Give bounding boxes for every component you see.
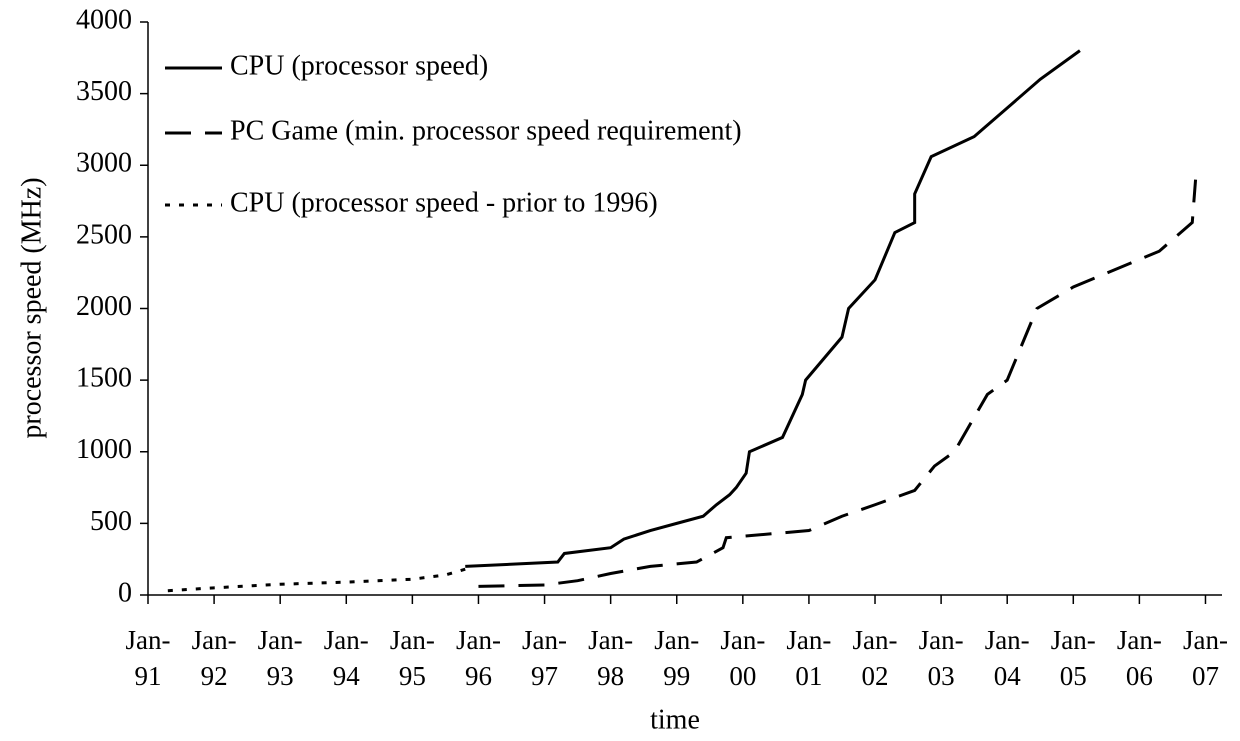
legend-label: CPU (processor speed): [230, 50, 488, 81]
y-tick-label: 3000: [76, 148, 132, 179]
x-tick-label: Jan-06: [1116, 625, 1162, 691]
x-tick-label: Jan-94: [323, 625, 369, 691]
y-tick-label: 1500: [76, 363, 132, 394]
x-tick-label: Jan-00: [720, 625, 766, 691]
y-tick-label: 1000: [76, 434, 132, 465]
series-line: [478, 179, 1198, 588]
x-tick-label: Jan-96: [455, 625, 501, 691]
y-tick-label: 2000: [76, 291, 132, 322]
x-tick-label: Jan-02: [852, 625, 898, 691]
x-tick-label: Jan-03: [918, 625, 964, 691]
x-tick-label: Jan-93: [257, 625, 303, 691]
x-tick-label: Jan-98: [588, 625, 634, 691]
x-tick-label: Jan-04: [984, 625, 1030, 691]
y-tick-label: 500: [90, 506, 132, 537]
series-line: [167, 567, 466, 593]
series-line: [465, 49, 1081, 568]
y-axis-label: processor speed (MHz): [16, 177, 47, 438]
x-tick-label: Jan-92: [191, 625, 237, 691]
y-tick-label: 4000: [76, 4, 132, 35]
x-tick-label: Jan-01: [786, 625, 832, 691]
y-tick-label: 2500: [76, 219, 132, 250]
x-tick-label: Jan-99: [654, 625, 700, 691]
y-tick-label: 3500: [76, 76, 132, 107]
legend-label: CPU (processor speed - prior to 1996): [230, 187, 658, 218]
y-tick-label: 0: [118, 577, 132, 608]
x-tick-label: Jan-05: [1050, 625, 1096, 691]
x-tick-label: Jan-95: [389, 625, 435, 691]
legend-label: PC Game (min. processor speed requiremen…: [230, 115, 742, 146]
x-tick-label: Jan-91: [125, 625, 171, 691]
x-axis-label: time: [650, 704, 700, 735]
x-tick-label: Jan-07: [1182, 625, 1228, 691]
x-tick-label: Jan-97: [522, 625, 568, 691]
